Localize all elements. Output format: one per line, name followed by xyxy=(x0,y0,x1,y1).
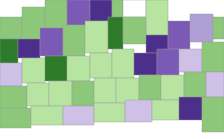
Polygon shape xyxy=(161,75,184,100)
Polygon shape xyxy=(168,21,190,49)
Polygon shape xyxy=(63,25,85,56)
Polygon shape xyxy=(40,28,63,56)
Polygon shape xyxy=(63,106,94,125)
Polygon shape xyxy=(213,17,224,39)
Polygon shape xyxy=(108,17,123,49)
Polygon shape xyxy=(0,108,31,128)
Polygon shape xyxy=(112,49,134,78)
Polygon shape xyxy=(139,75,161,100)
Polygon shape xyxy=(94,103,125,122)
Polygon shape xyxy=(85,21,108,53)
Polygon shape xyxy=(146,0,168,35)
Polygon shape xyxy=(184,72,206,97)
Polygon shape xyxy=(202,97,224,132)
Polygon shape xyxy=(67,56,90,81)
Polygon shape xyxy=(72,81,94,106)
Polygon shape xyxy=(112,0,123,17)
Polygon shape xyxy=(22,7,45,39)
Polygon shape xyxy=(116,78,139,103)
Polygon shape xyxy=(0,17,22,39)
Polygon shape xyxy=(123,0,146,17)
Polygon shape xyxy=(67,0,90,25)
Polygon shape xyxy=(31,106,63,125)
Polygon shape xyxy=(0,39,18,63)
Polygon shape xyxy=(206,72,224,97)
Polygon shape xyxy=(179,49,202,72)
Polygon shape xyxy=(45,56,67,81)
Polygon shape xyxy=(27,83,49,106)
Polygon shape xyxy=(45,0,67,28)
Polygon shape xyxy=(18,39,40,58)
Polygon shape xyxy=(190,14,213,42)
Polygon shape xyxy=(0,63,22,86)
Polygon shape xyxy=(152,100,179,120)
Polygon shape xyxy=(157,49,179,75)
Polygon shape xyxy=(94,78,116,103)
Polygon shape xyxy=(125,100,152,122)
Polygon shape xyxy=(134,53,157,75)
Polygon shape xyxy=(146,35,168,53)
Polygon shape xyxy=(90,53,112,78)
Polygon shape xyxy=(202,42,224,72)
Polygon shape xyxy=(123,17,146,44)
Polygon shape xyxy=(179,97,202,120)
Polygon shape xyxy=(49,81,72,106)
Polygon shape xyxy=(90,0,112,21)
Polygon shape xyxy=(0,86,27,108)
Polygon shape xyxy=(22,58,45,83)
